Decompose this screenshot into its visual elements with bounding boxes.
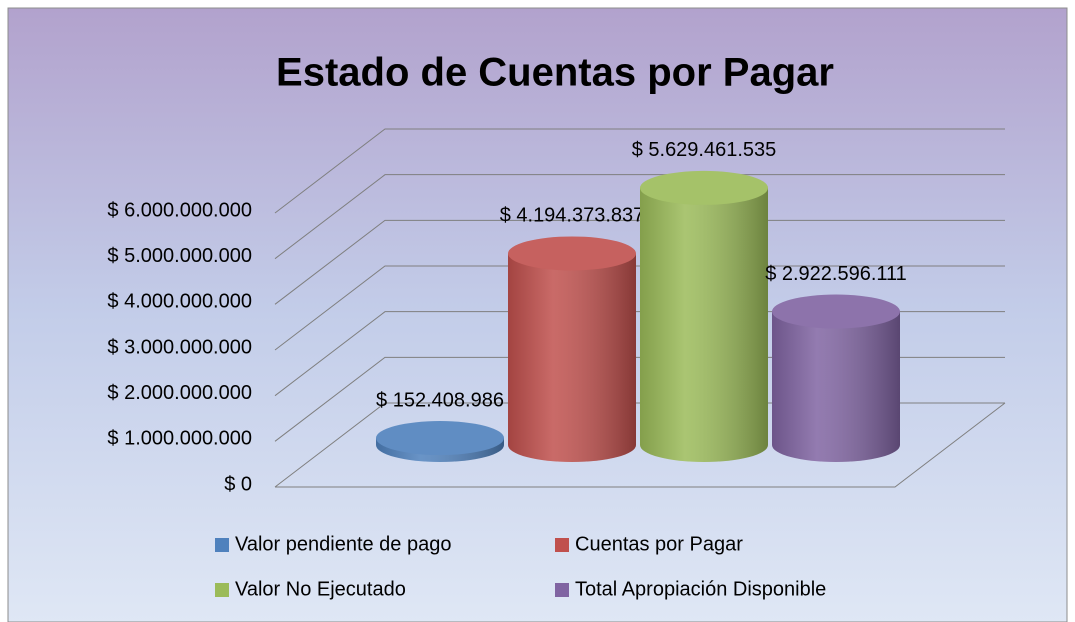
grid-line xyxy=(274,265,1005,351)
legend-label: Total Apropiación Disponible xyxy=(575,578,826,600)
legend-label: Valor No Ejecutado xyxy=(235,578,406,600)
cylinder-top xyxy=(640,170,768,205)
grid-line xyxy=(274,174,1005,260)
legend-swatch xyxy=(215,583,229,597)
value-label: $ 2.922.596.111 xyxy=(765,263,907,285)
chart-title: Estado de Cuentas por Pagar xyxy=(276,51,834,95)
legend-label: Cuentas por Pagar xyxy=(575,533,743,555)
cylinder-shade xyxy=(640,187,768,462)
value-label: $ 152.408.986 xyxy=(376,389,504,411)
cylinder-top-shade xyxy=(640,170,768,205)
legend-swatch xyxy=(555,583,569,597)
grid-line xyxy=(274,219,1005,305)
y-tick-label: $ 1.000.000.000 xyxy=(107,428,252,450)
y-tick-label: $ 2.000.000.000 xyxy=(107,382,252,404)
cylinder-top-shade xyxy=(508,236,636,271)
y-tick-label: $ 6.000.000.000 xyxy=(107,199,252,221)
cylinder-shade xyxy=(772,311,900,462)
legend-swatch xyxy=(215,538,229,552)
floor xyxy=(275,402,1006,488)
y-tick-label: $ 5.000.000.000 xyxy=(107,245,252,267)
y-tick-label: $ 0 xyxy=(224,473,252,495)
cylinder-top xyxy=(376,421,504,456)
cylinder xyxy=(640,170,768,462)
cylinder-top-shade xyxy=(772,294,900,329)
legend-label: Valor pendiente de pago xyxy=(235,533,451,555)
y-tick-label: $ 4.000.000.000 xyxy=(107,291,252,313)
y-tick-label: $ 3.000.000.000 xyxy=(107,336,252,358)
grid-line xyxy=(274,128,1005,214)
cylinder xyxy=(508,236,636,462)
cylinder-shade xyxy=(508,253,636,462)
cylinder-top-shade xyxy=(376,421,504,456)
value-label: $ 4.194.373.837 xyxy=(500,205,645,227)
cylinder xyxy=(376,421,504,462)
legend-swatch xyxy=(555,538,569,552)
cylinder-top xyxy=(508,236,636,271)
value-label: $ 5.629.461.535 xyxy=(632,139,777,161)
cylinder xyxy=(772,294,900,462)
cylinder-top xyxy=(772,294,900,329)
